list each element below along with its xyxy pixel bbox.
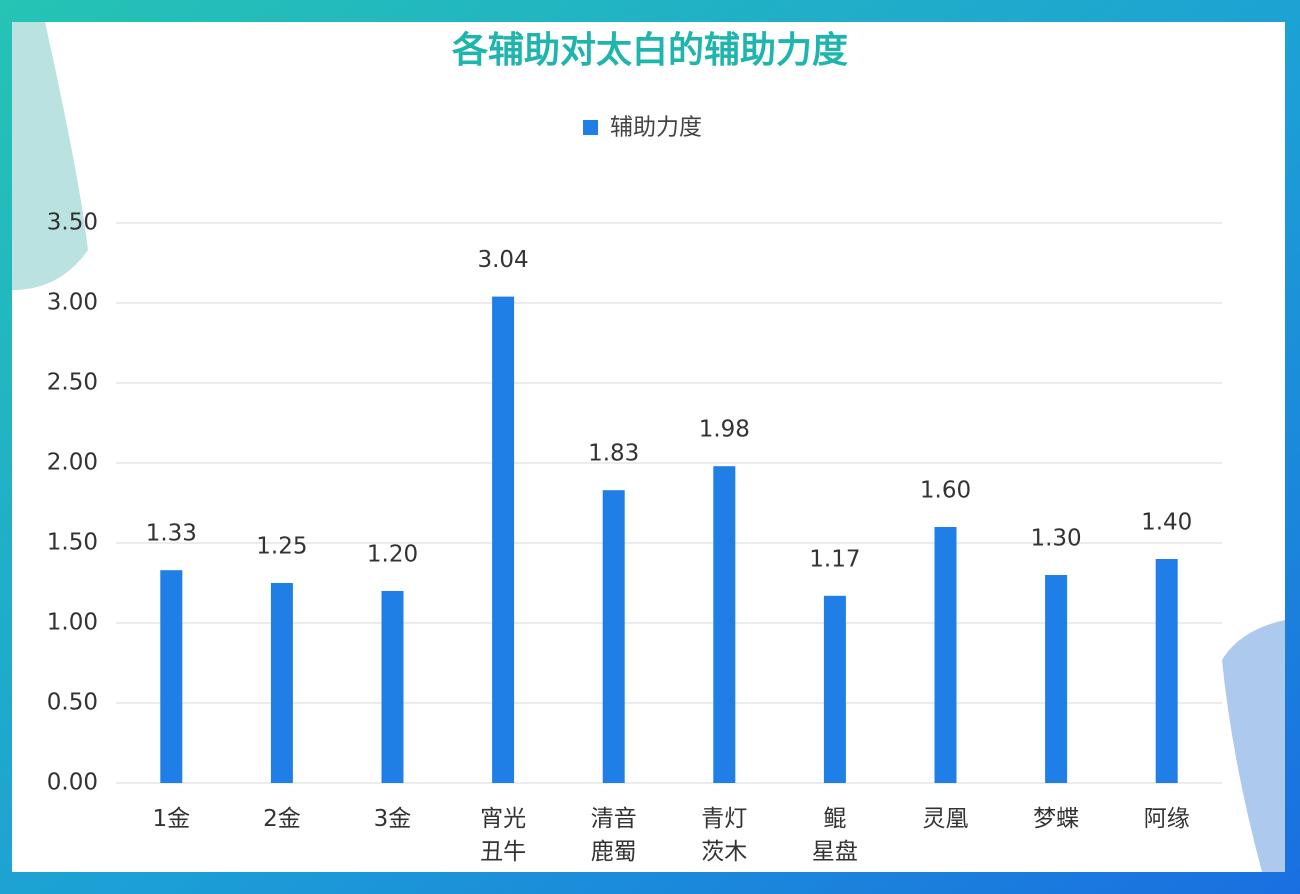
bar — [160, 570, 183, 783]
bar — [381, 591, 404, 783]
legend-swatch — [583, 120, 598, 135]
y-tick-label: 0.00 — [47, 770, 98, 796]
y-tick-label: 2.00 — [47, 450, 98, 476]
decoration — [1222, 620, 1285, 872]
x-tick-label: 鲲 星盘 — [811, 806, 858, 865]
y-tick-label: 3.50 — [47, 210, 98, 236]
bar — [1155, 559, 1178, 783]
data-label: 1.20 — [367, 542, 418, 568]
bar — [492, 296, 515, 783]
legend-label: 辅助力度 — [610, 115, 702, 141]
data-label: 1.25 — [256, 534, 307, 560]
bar — [1045, 575, 1068, 783]
x-tick-label: 梦蝶 — [1033, 806, 1080, 832]
x-tick-label: 1金 — [152, 806, 191, 832]
data-label: 1.40 — [1141, 510, 1192, 536]
bar — [602, 490, 625, 783]
y-tick-label: 1.50 — [47, 530, 98, 556]
data-label: 3.04 — [477, 247, 528, 273]
data-label: 1.98 — [699, 417, 750, 443]
x-tick-label: 3金 — [373, 806, 412, 832]
bar — [270, 583, 293, 783]
data-label: 1.83 — [588, 441, 639, 467]
x-tick-label: 灵凰 — [922, 806, 969, 832]
y-tick-label: 1.00 — [47, 610, 98, 636]
data-label: 1.30 — [1030, 526, 1081, 552]
x-tick-label: 阿缘 — [1143, 806, 1190, 832]
y-tick-label: 3.00 — [47, 290, 98, 316]
x-tick-label: 清音 鹿蜀 — [590, 806, 637, 865]
y-tick-label: 2.50 — [47, 370, 98, 396]
chart-title: 各辅助对太白的辅助力度 — [452, 30, 848, 71]
bar — [823, 595, 846, 783]
data-label: 1.60 — [920, 478, 971, 504]
data-label: 1.17 — [809, 546, 860, 572]
panel — [12, 22, 1285, 872]
x-tick-label: 青灯 茨木 — [701, 806, 748, 865]
y-tick-label: 0.50 — [47, 690, 98, 716]
bar — [934, 527, 957, 783]
bar — [713, 466, 736, 783]
x-tick-label: 2金 — [263, 806, 301, 832]
data-label: 1.33 — [146, 521, 197, 547]
x-tick-label: 宵光 丑牛 — [480, 806, 527, 865]
decoration — [12, 22, 88, 290]
